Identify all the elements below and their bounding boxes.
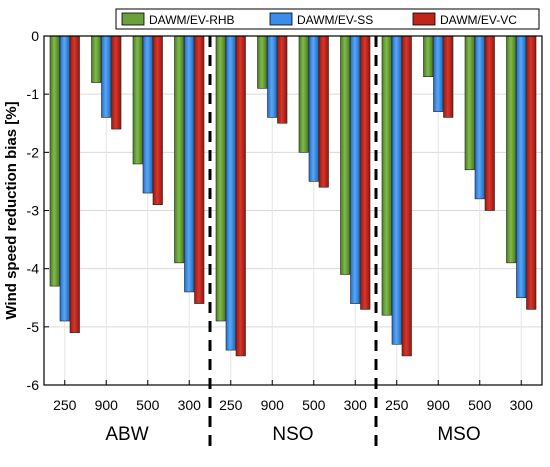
- y-axis-label: Wind speed reduction bias [%]: [3, 101, 20, 319]
- x-tick-label: 300: [178, 397, 202, 413]
- bar-dawm-ev-vc-7: [360, 35, 371, 310]
- bar-dawm-ev-rhb-5: [257, 35, 268, 89]
- legend: DAWM/EV-RHB DAWM/EV-SS DAWM/EV-VC: [115, 8, 540, 30]
- y-tick-label: -4: [27, 261, 40, 277]
- x-tick-label: 300: [510, 397, 534, 413]
- grid: [44, 35, 542, 386]
- bar-dawm-ev-rhb-9: [423, 35, 434, 78]
- bar-dawm-ev-ss-2: [142, 35, 153, 194]
- x-tick-label: 300: [344, 397, 368, 413]
- bar-dawm-ev-vc-10: [484, 35, 495, 211]
- labels: 0 -1 -2 -3 -4 -5 -6 250 900 500 300 250 900 500 300 250…: [3, 28, 533, 445]
- bar-dawm-ev-rhb-3: [174, 35, 185, 264]
- bar-dawm-ev-ss-5: [267, 35, 278, 118]
- bar-dawm-ev-rhb-0: [49, 35, 60, 287]
- bar-dawm-ev-vc-1: [111, 35, 122, 130]
- bar-dawm-ev-ss-9: [433, 35, 444, 112]
- bar-dawm-ev-ss-1: [101, 35, 112, 118]
- bar-dawm-ev-rhb-2: [132, 35, 143, 165]
- axes: [43, 35, 543, 386]
- legend-swatch-2: [412, 12, 436, 26]
- legend-swatch-1: [269, 12, 293, 26]
- bar-dawm-ev-ss-0: [59, 35, 70, 322]
- x-tick-label: 250: [53, 397, 77, 413]
- group-label-nso: NSO: [272, 424, 313, 445]
- bar-dawm-ev-vc-2: [152, 35, 163, 205]
- bar-dawm-ev-vc-11: [526, 35, 537, 310]
- bar-dawm-ev-ss-7: [350, 35, 361, 304]
- bar-dawm-ev-rhb-4: [215, 35, 226, 322]
- x-tick-label: 250: [219, 397, 243, 413]
- y-tick-label: 0: [31, 28, 39, 44]
- bar-dawm-ev-vc-3: [194, 35, 205, 304]
- bars: [49, 35, 537, 357]
- x-tick-label: 900: [95, 397, 119, 413]
- bar-dawm-ev-vc-9: [443, 35, 454, 118]
- x-tick-label: 250: [385, 397, 409, 413]
- y-tick-label: -6: [27, 377, 40, 393]
- bar-dawm-ev-rhb-8: [381, 35, 392, 316]
- bar-dawm-ev-rhb-1: [91, 35, 102, 83]
- y-tick-label: -1: [27, 86, 40, 102]
- x-tick-label: 900: [427, 397, 451, 413]
- bar-dawm-ev-ss-6: [308, 35, 319, 182]
- x-tick-label: 500: [302, 397, 326, 413]
- group-label-mso: MSO: [437, 424, 480, 445]
- x-tick-label: 500: [136, 397, 160, 413]
- bar-dawm-ev-rhb-11: [506, 35, 517, 264]
- legend-label-0: DAWM/EV-RHB: [149, 13, 235, 27]
- group-separators: [208, 36, 378, 452]
- bar-dawm-ev-ss-10: [474, 35, 485, 200]
- legend-label-1: DAWM/EV-SS: [297, 13, 373, 27]
- bar-dawm-ev-vc-5: [277, 35, 288, 124]
- bar-dawm-ev-vc-4: [235, 35, 246, 357]
- bar-dawm-ev-vc-0: [69, 35, 80, 333]
- bar-dawm-ev-rhb-6: [298, 35, 309, 153]
- y-tick-label: -2: [27, 144, 40, 160]
- legend-label-2: DAWM/EV-VC: [440, 13, 517, 27]
- bar-dawm-ev-ss-4: [225, 35, 236, 351]
- group-label-abw: ABW: [105, 424, 148, 445]
- bar-dawm-ev-rhb-10: [464, 35, 475, 171]
- x-tick-label: 900: [261, 397, 285, 413]
- y-tick-label: -3: [27, 203, 40, 219]
- y-tick-label: -5: [27, 319, 40, 335]
- bar-dawm-ev-ss-8: [391, 35, 402, 345]
- bar-dawm-ev-vc-8: [401, 35, 412, 357]
- legend-swatch-0: [121, 12, 145, 26]
- x-tick-label: 500: [468, 397, 492, 413]
- bar-dawm-ev-rhb-7: [340, 35, 351, 275]
- bar-dawm-ev-ss-11: [516, 35, 527, 299]
- bar-dawm-ev-ss-3: [184, 35, 195, 293]
- bar-dawm-ev-vc-6: [318, 35, 329, 188]
